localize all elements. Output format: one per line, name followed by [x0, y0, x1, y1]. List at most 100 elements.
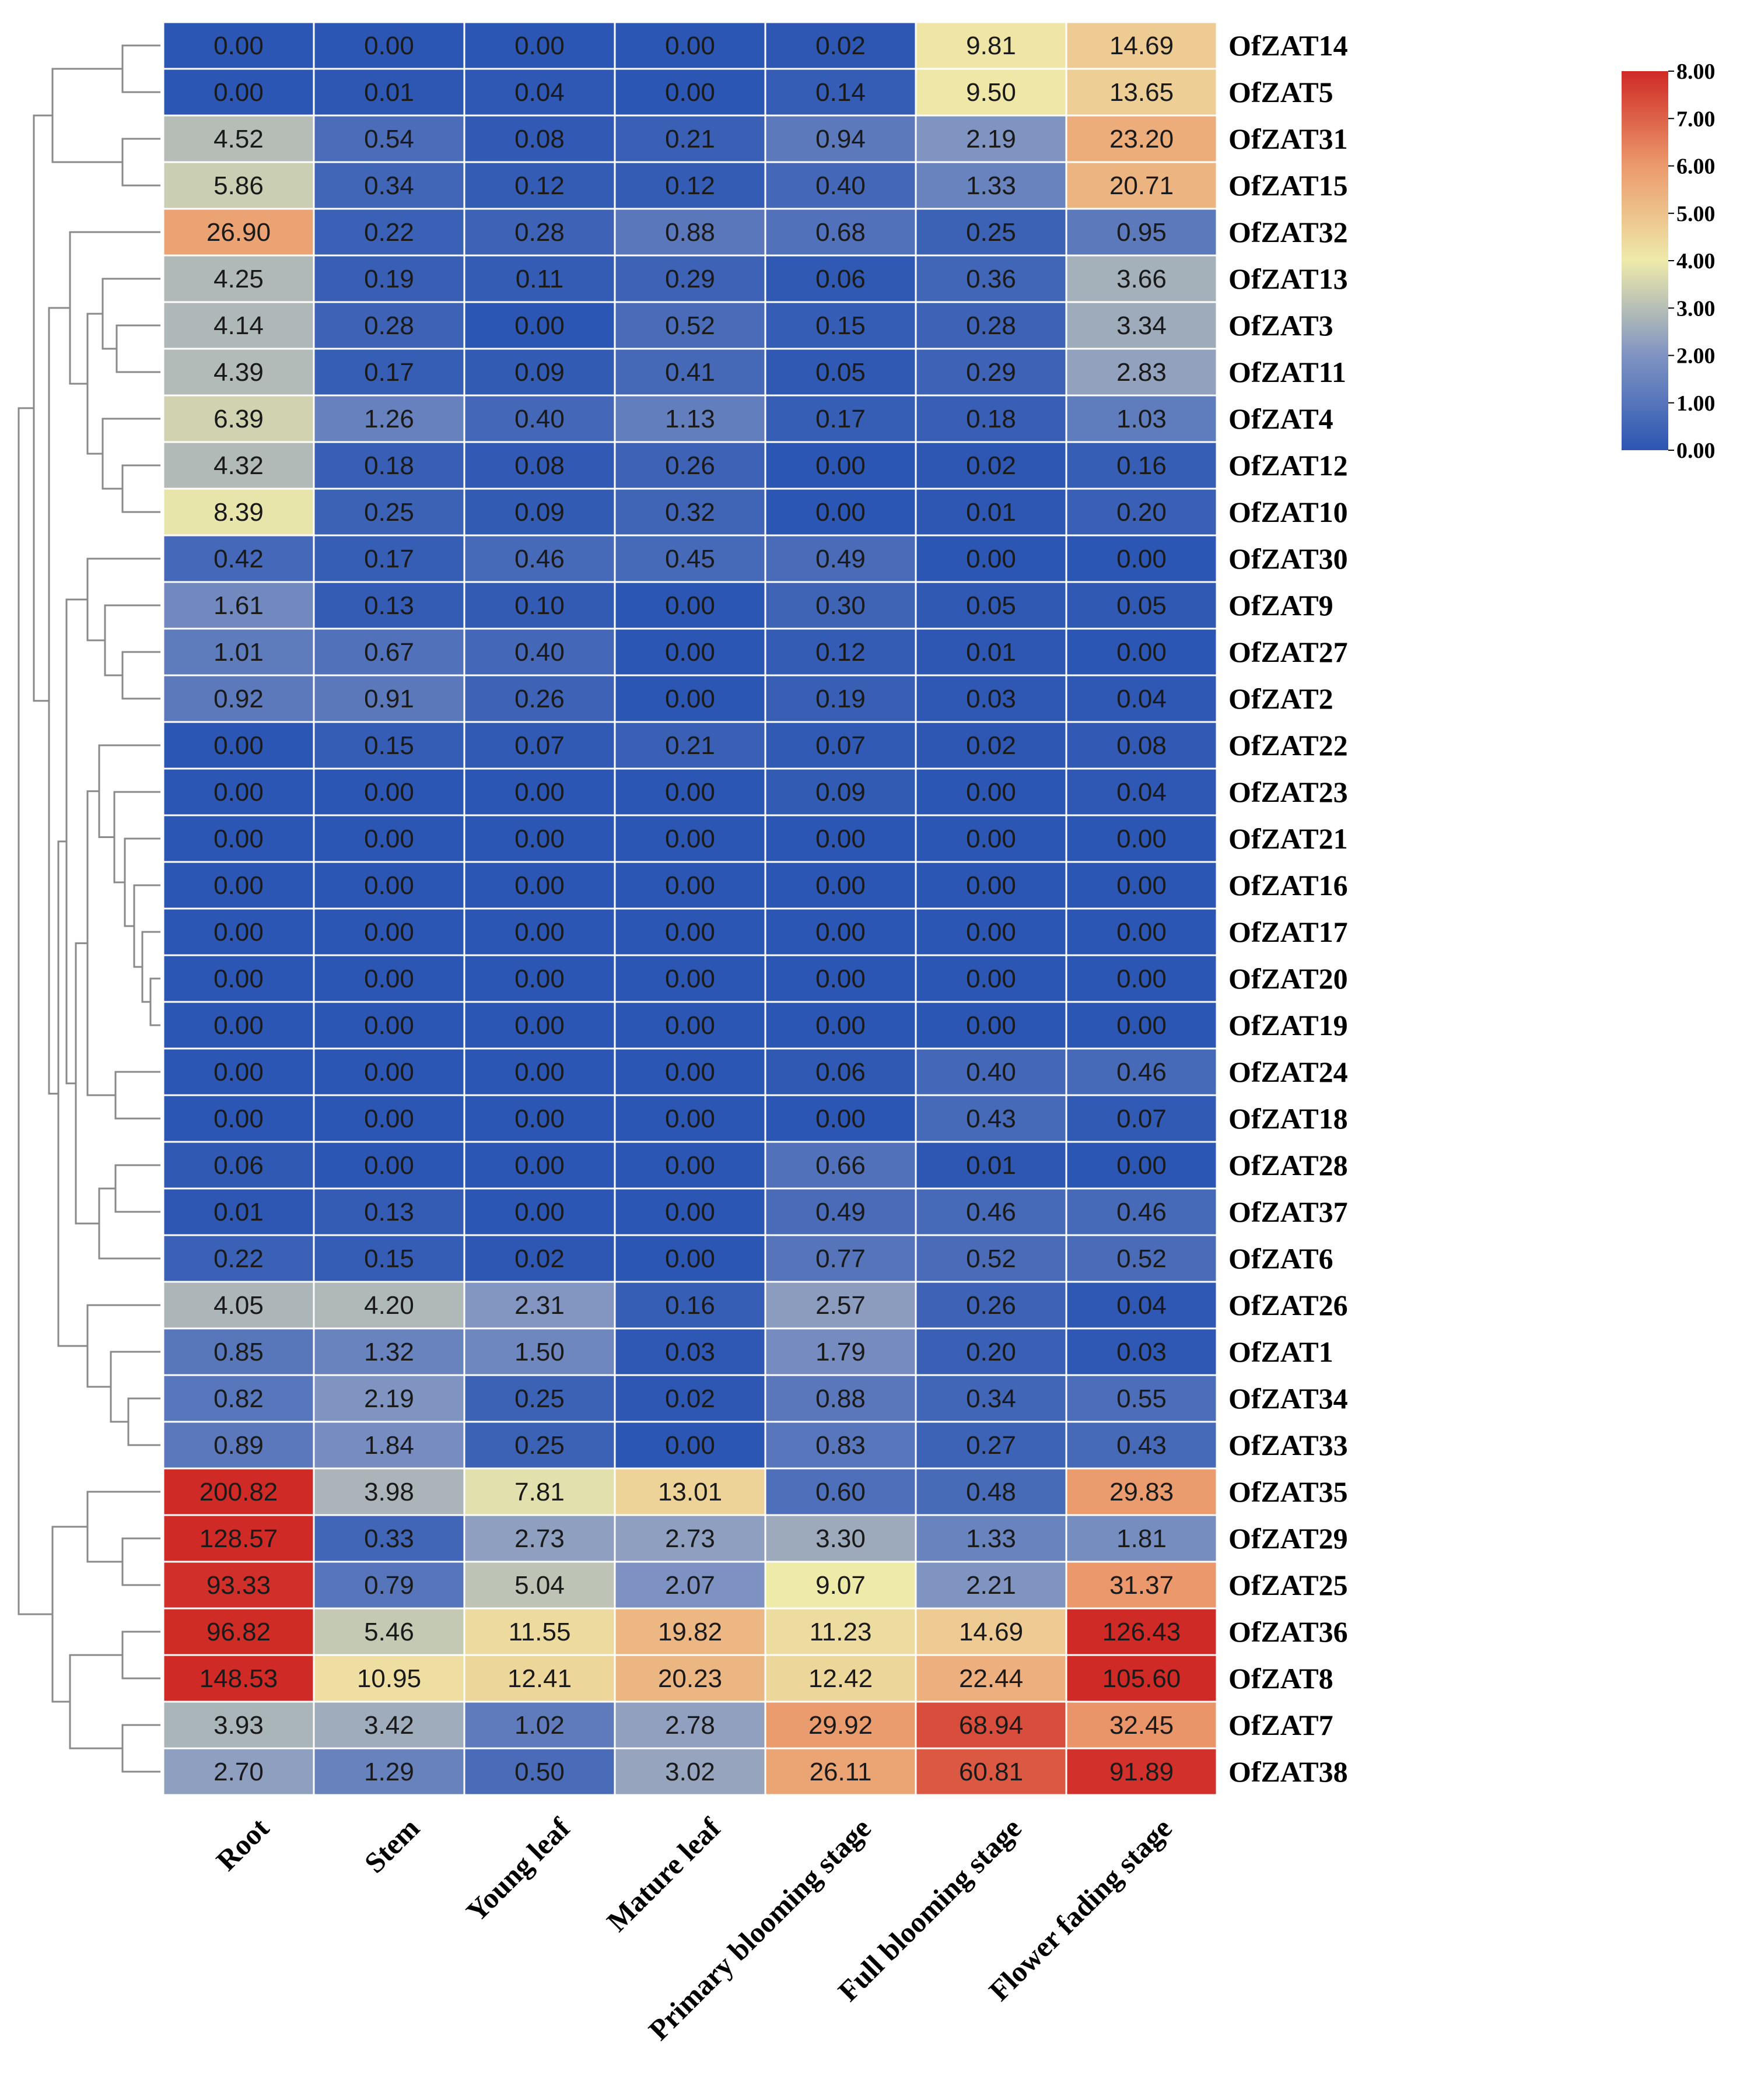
cell-value-label: 4.32	[213, 451, 264, 480]
cell-value-label: 0.00	[665, 1431, 715, 1460]
cell-value-label: 0.25	[966, 218, 1016, 247]
cell-value-label: 0.00	[665, 1011, 715, 1040]
cell-value-label: 1.84	[364, 1431, 414, 1460]
cell-value-label: 0.20	[1116, 498, 1167, 527]
cell-value-label: 4.20	[364, 1291, 414, 1320]
cell-value-label: 4.14	[213, 311, 264, 340]
heatmap-cell	[915, 1467, 1067, 1516]
heatmap-cell	[764, 627, 917, 676]
cell-value-label: 20.23	[658, 1664, 722, 1693]
cell-value-label: 0.00	[213, 825, 264, 853]
heatmap-cell	[463, 348, 616, 397]
cell-value-label: 0.11	[516, 265, 563, 293]
heatmap-cell	[463, 114, 616, 163]
cell-value-label: 0.06	[213, 1151, 264, 1180]
cell-value-label: 3.42	[364, 1711, 414, 1740]
cell-value-label: 0.00	[815, 825, 866, 853]
cell-value-label: 5.46	[364, 1618, 414, 1646]
cell-value-label: 0.05	[815, 358, 866, 387]
cell-value-label: 7.81	[514, 1478, 565, 1506]
heatmap-cell	[162, 1654, 315, 1703]
cell-value-label: 0.00	[665, 1151, 715, 1180]
heatmap-cell	[764, 1187, 917, 1236]
cell-value-label: 3.02	[665, 1758, 715, 1786]
heatmap-cell	[915, 21, 1067, 70]
cell-value-label: 0.01	[966, 638, 1016, 667]
cell-value-label: 126.43	[1102, 1618, 1181, 1646]
heatmap-cell	[313, 861, 465, 910]
heatmap-cell	[915, 581, 1067, 630]
cell-value-label: 0.68	[815, 218, 866, 247]
cell-value-label: 0.00	[364, 31, 414, 60]
cell-value-label: 1.33	[966, 1524, 1016, 1553]
row-label: OfZAT12	[1228, 449, 1348, 482]
heatmap-cell	[162, 441, 315, 490]
heatmap-cell	[463, 674, 616, 723]
heatmap-cell	[764, 534, 917, 583]
row-label: OfZAT25	[1228, 1569, 1348, 1601]
dendrogram-branch	[86, 1304, 160, 1388]
cell-value-label: 0.46	[514, 545, 565, 573]
heatmap-cell	[915, 1747, 1067, 1796]
cell-value-label: 26.11	[810, 1758, 872, 1786]
heatmap-cell	[162, 1187, 315, 1236]
cell-value-label: 0.00	[364, 1011, 414, 1040]
column-label: Root	[210, 1811, 276, 1877]
cell-value-label: 0.49	[815, 545, 866, 573]
cell-value-label: 0.94	[815, 125, 866, 153]
row-labels: OfZAT14 OfZAT5 OfZAT31 OfZAT15 OfZAT32 OfZAT1…	[1228, 29, 1348, 1788]
heatmap-cell	[463, 1701, 616, 1750]
heatmap-cell	[463, 1094, 616, 1143]
dendrogram-branch	[113, 791, 160, 884]
cell-value-label: 0.34	[364, 171, 414, 200]
heatmap-cell	[764, 1234, 917, 1283]
heatmap-cell	[915, 68, 1067, 117]
cell-value-label: 2.78	[665, 1711, 715, 1740]
cell-value-label: 0.27	[966, 1431, 1016, 1460]
cell-value-label: 0.04	[1116, 685, 1167, 713]
heatmap-cell	[1065, 814, 1218, 863]
cell-value-label: 0.00	[514, 825, 565, 853]
cell-value-label: 0.00	[665, 778, 715, 807]
cell-value-label: 0.46	[966, 1198, 1016, 1226]
cell-value-label: 0.00	[213, 1011, 264, 1040]
cell-value-label: 0.40	[514, 405, 565, 433]
cell-value-label: 0.00	[514, 1105, 565, 1133]
cell-value-label: 0.43	[1116, 1431, 1167, 1460]
cell-value-label: 0.43	[966, 1105, 1016, 1133]
cell-value-label: 0.00	[213, 31, 264, 60]
cell-value-label: 0.52	[966, 1244, 1016, 1273]
cell-value-label: 0.00	[815, 871, 866, 900]
cell-value-label: 0.12	[815, 638, 866, 667]
row-label: OfZAT19	[1228, 1009, 1348, 1042]
cell-value-label: 4.25	[213, 265, 264, 293]
heatmap-cell	[915, 1514, 1067, 1563]
cell-value-label: 1.81	[1116, 1524, 1167, 1553]
heatmap-cell	[1065, 1421, 1218, 1470]
cell-value-label: 200.82	[199, 1478, 278, 1506]
cell-value-label: 0.00	[514, 31, 565, 60]
dendrogram-branch	[127, 1397, 160, 1446]
heatmap-cell	[764, 1047, 917, 1096]
cell-value-label: 0.88	[815, 1384, 866, 1413]
cell-value-label: 0.00	[665, 685, 715, 713]
cell-value-label: 0.08	[514, 125, 565, 153]
cell-value-label: 0.17	[364, 545, 414, 573]
heatmap-cell	[162, 1281, 315, 1330]
dendrogram-branch	[114, 1071, 160, 1120]
cell-value-label: 0.03	[665, 1338, 715, 1366]
heatmap-cell	[463, 441, 616, 490]
cell-value-label: 0.26	[966, 1291, 1016, 1320]
cell-value-label: 0.00	[213, 1105, 264, 1133]
cell-value-label: 2.73	[514, 1524, 565, 1553]
cell-value-label: 0.00	[364, 965, 414, 993]
cell-value-label: 12.42	[808, 1664, 873, 1693]
row-label: OfZAT24	[1228, 1056, 1348, 1088]
cell-value-label: 0.21	[665, 125, 715, 153]
heatmap-cell	[162, 488, 315, 537]
heatmap-cell	[614, 1561, 766, 1610]
heatmap-cell	[614, 954, 766, 1003]
cell-value-label: 0.14	[815, 78, 866, 107]
heatmap-cell	[764, 1607, 917, 1656]
